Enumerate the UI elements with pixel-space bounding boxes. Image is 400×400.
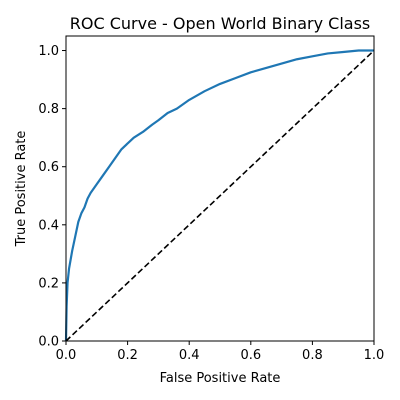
plot-area bbox=[64, 49, 375, 342]
y-tick-label: 0.8 bbox=[38, 102, 59, 117]
x-tick-label: 1.0 bbox=[364, 348, 385, 363]
axes-frame bbox=[65, 35, 375, 342]
y-axis-label: True Positive Rate bbox=[14, 131, 29, 248]
chart-title: ROC Curve - Open World Binary Class bbox=[70, 14, 370, 33]
roc-curve-line bbox=[64, 49, 374, 342]
x-tick-label: 0.0 bbox=[56, 348, 77, 363]
x-axis: 0.0 0.2 0.4 0.6 0.8 1.0 bbox=[56, 341, 385, 363]
y-tick-label: 0.0 bbox=[38, 335, 59, 350]
x-tick-label: 0.8 bbox=[302, 348, 323, 363]
x-tick-label: 0.4 bbox=[179, 348, 200, 363]
y-tick-label: 0.6 bbox=[38, 160, 59, 175]
x-tick-label: 0.2 bbox=[117, 348, 138, 363]
y-tick-label: 0.4 bbox=[38, 218, 59, 233]
x-tick-label: 0.6 bbox=[240, 348, 261, 363]
y-axis: 0.0 0.2 0.4 0.6 0.8 1.0 bbox=[38, 44, 66, 350]
y-tick-label: 0.2 bbox=[38, 276, 59, 291]
chance-diagonal-line bbox=[65, 49, 375, 342]
x-axis-label: False Positive Rate bbox=[160, 371, 281, 386]
y-tick-label: 1.0 bbox=[38, 44, 59, 59]
